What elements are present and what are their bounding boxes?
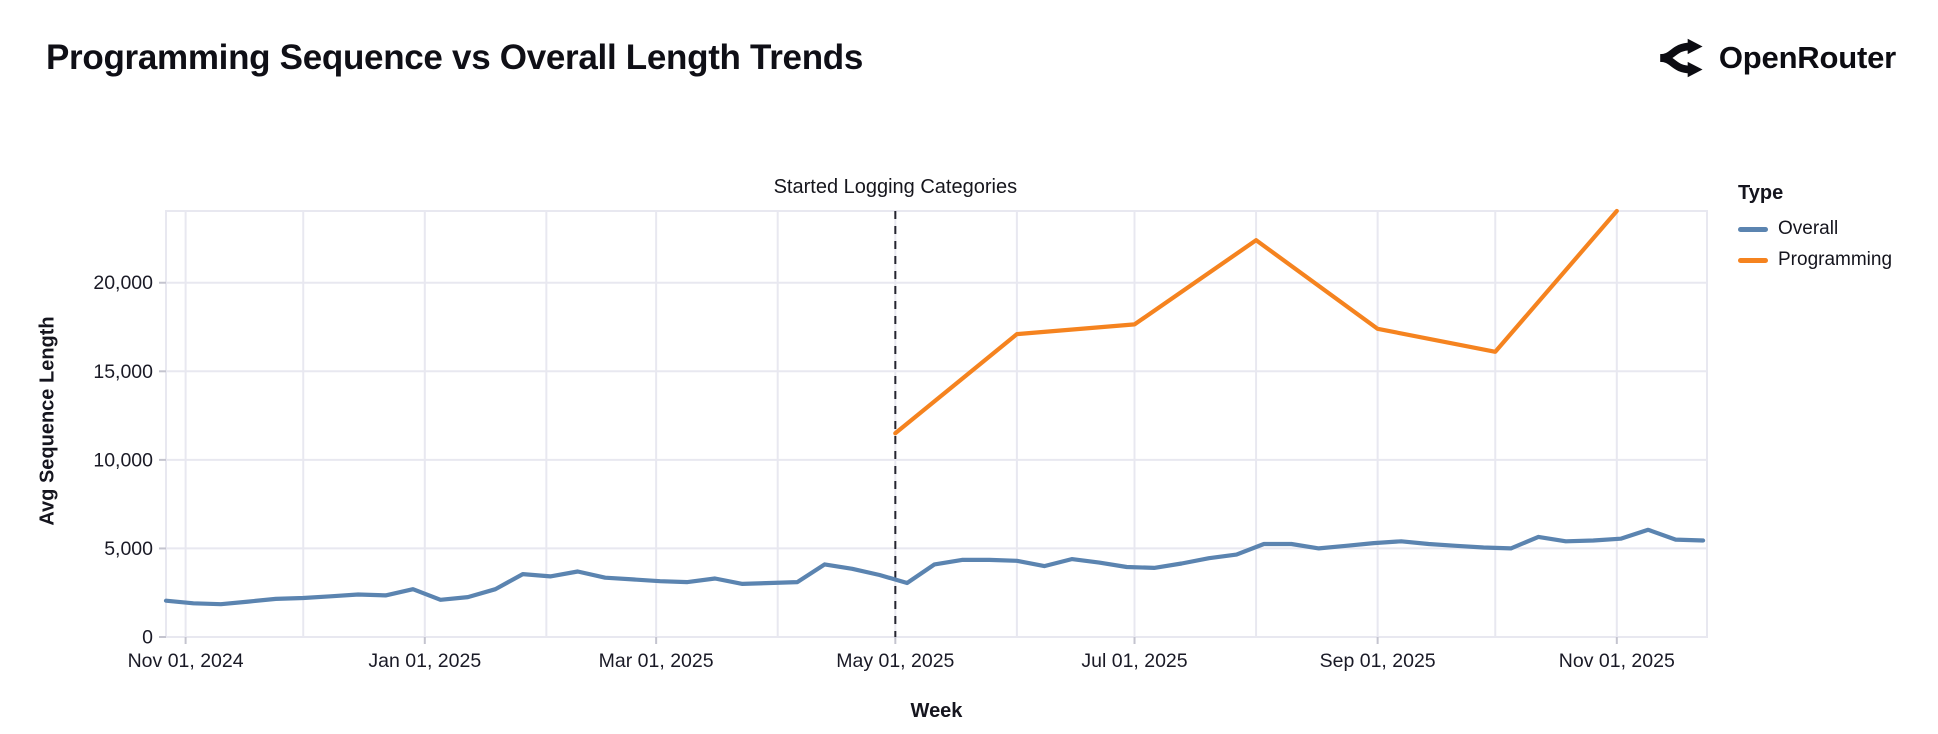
brand[interactable]: OpenRouter (1654, 34, 1896, 82)
annotation-label: Started Logging Categories (774, 176, 1018, 198)
y-tick-label: 10,000 (93, 449, 153, 471)
legend-item-label: Overall (1778, 218, 1839, 239)
brand-name: OpenRouter (1718, 40, 1896, 75)
plot-border (165, 210, 1708, 638)
series-overall-line (163, 527, 1706, 607)
y-tick-label: 5,000 (104, 538, 153, 560)
x-tick-label: Nov 01, 2025 (1559, 650, 1675, 672)
y-tick-label: 0 (142, 627, 153, 649)
x-tick-label: Jan 01, 2025 (368, 650, 481, 672)
legend-swatch-icon (1738, 257, 1768, 263)
y-axis-title: Avg Sequence Length (36, 316, 59, 526)
legend-items: Overall Programming (1738, 218, 1892, 271)
x-axis-title: Week (910, 700, 963, 722)
legend-item-label: Programming (1778, 249, 1893, 270)
series-programming-line (893, 208, 1619, 436)
legend: Type Overall Programming (1738, 182, 1892, 280)
openrouter-logo-icon (1659, 38, 1703, 78)
legend-item: Programming (1738, 249, 1892, 271)
x-tick-label: Nov 01, 2024 (128, 650, 244, 672)
y-tick-label: 20,000 (93, 272, 153, 294)
y-tick-label: 15,000 (93, 361, 153, 383)
x-tick-label: Mar 01, 2025 (599, 650, 714, 672)
x-tick-label: May 01, 2025 (836, 650, 954, 672)
legend-swatch-icon (1738, 226, 1768, 232)
x-tick-label: Sep 01, 2025 (1320, 650, 1436, 672)
legend-title: Type (1738, 182, 1784, 204)
page-title: Programming Sequence vs Overall Length T… (46, 38, 864, 77)
legend-item: Overall (1738, 218, 1892, 240)
x-tick-label: Jul 01, 2025 (1081, 650, 1187, 672)
